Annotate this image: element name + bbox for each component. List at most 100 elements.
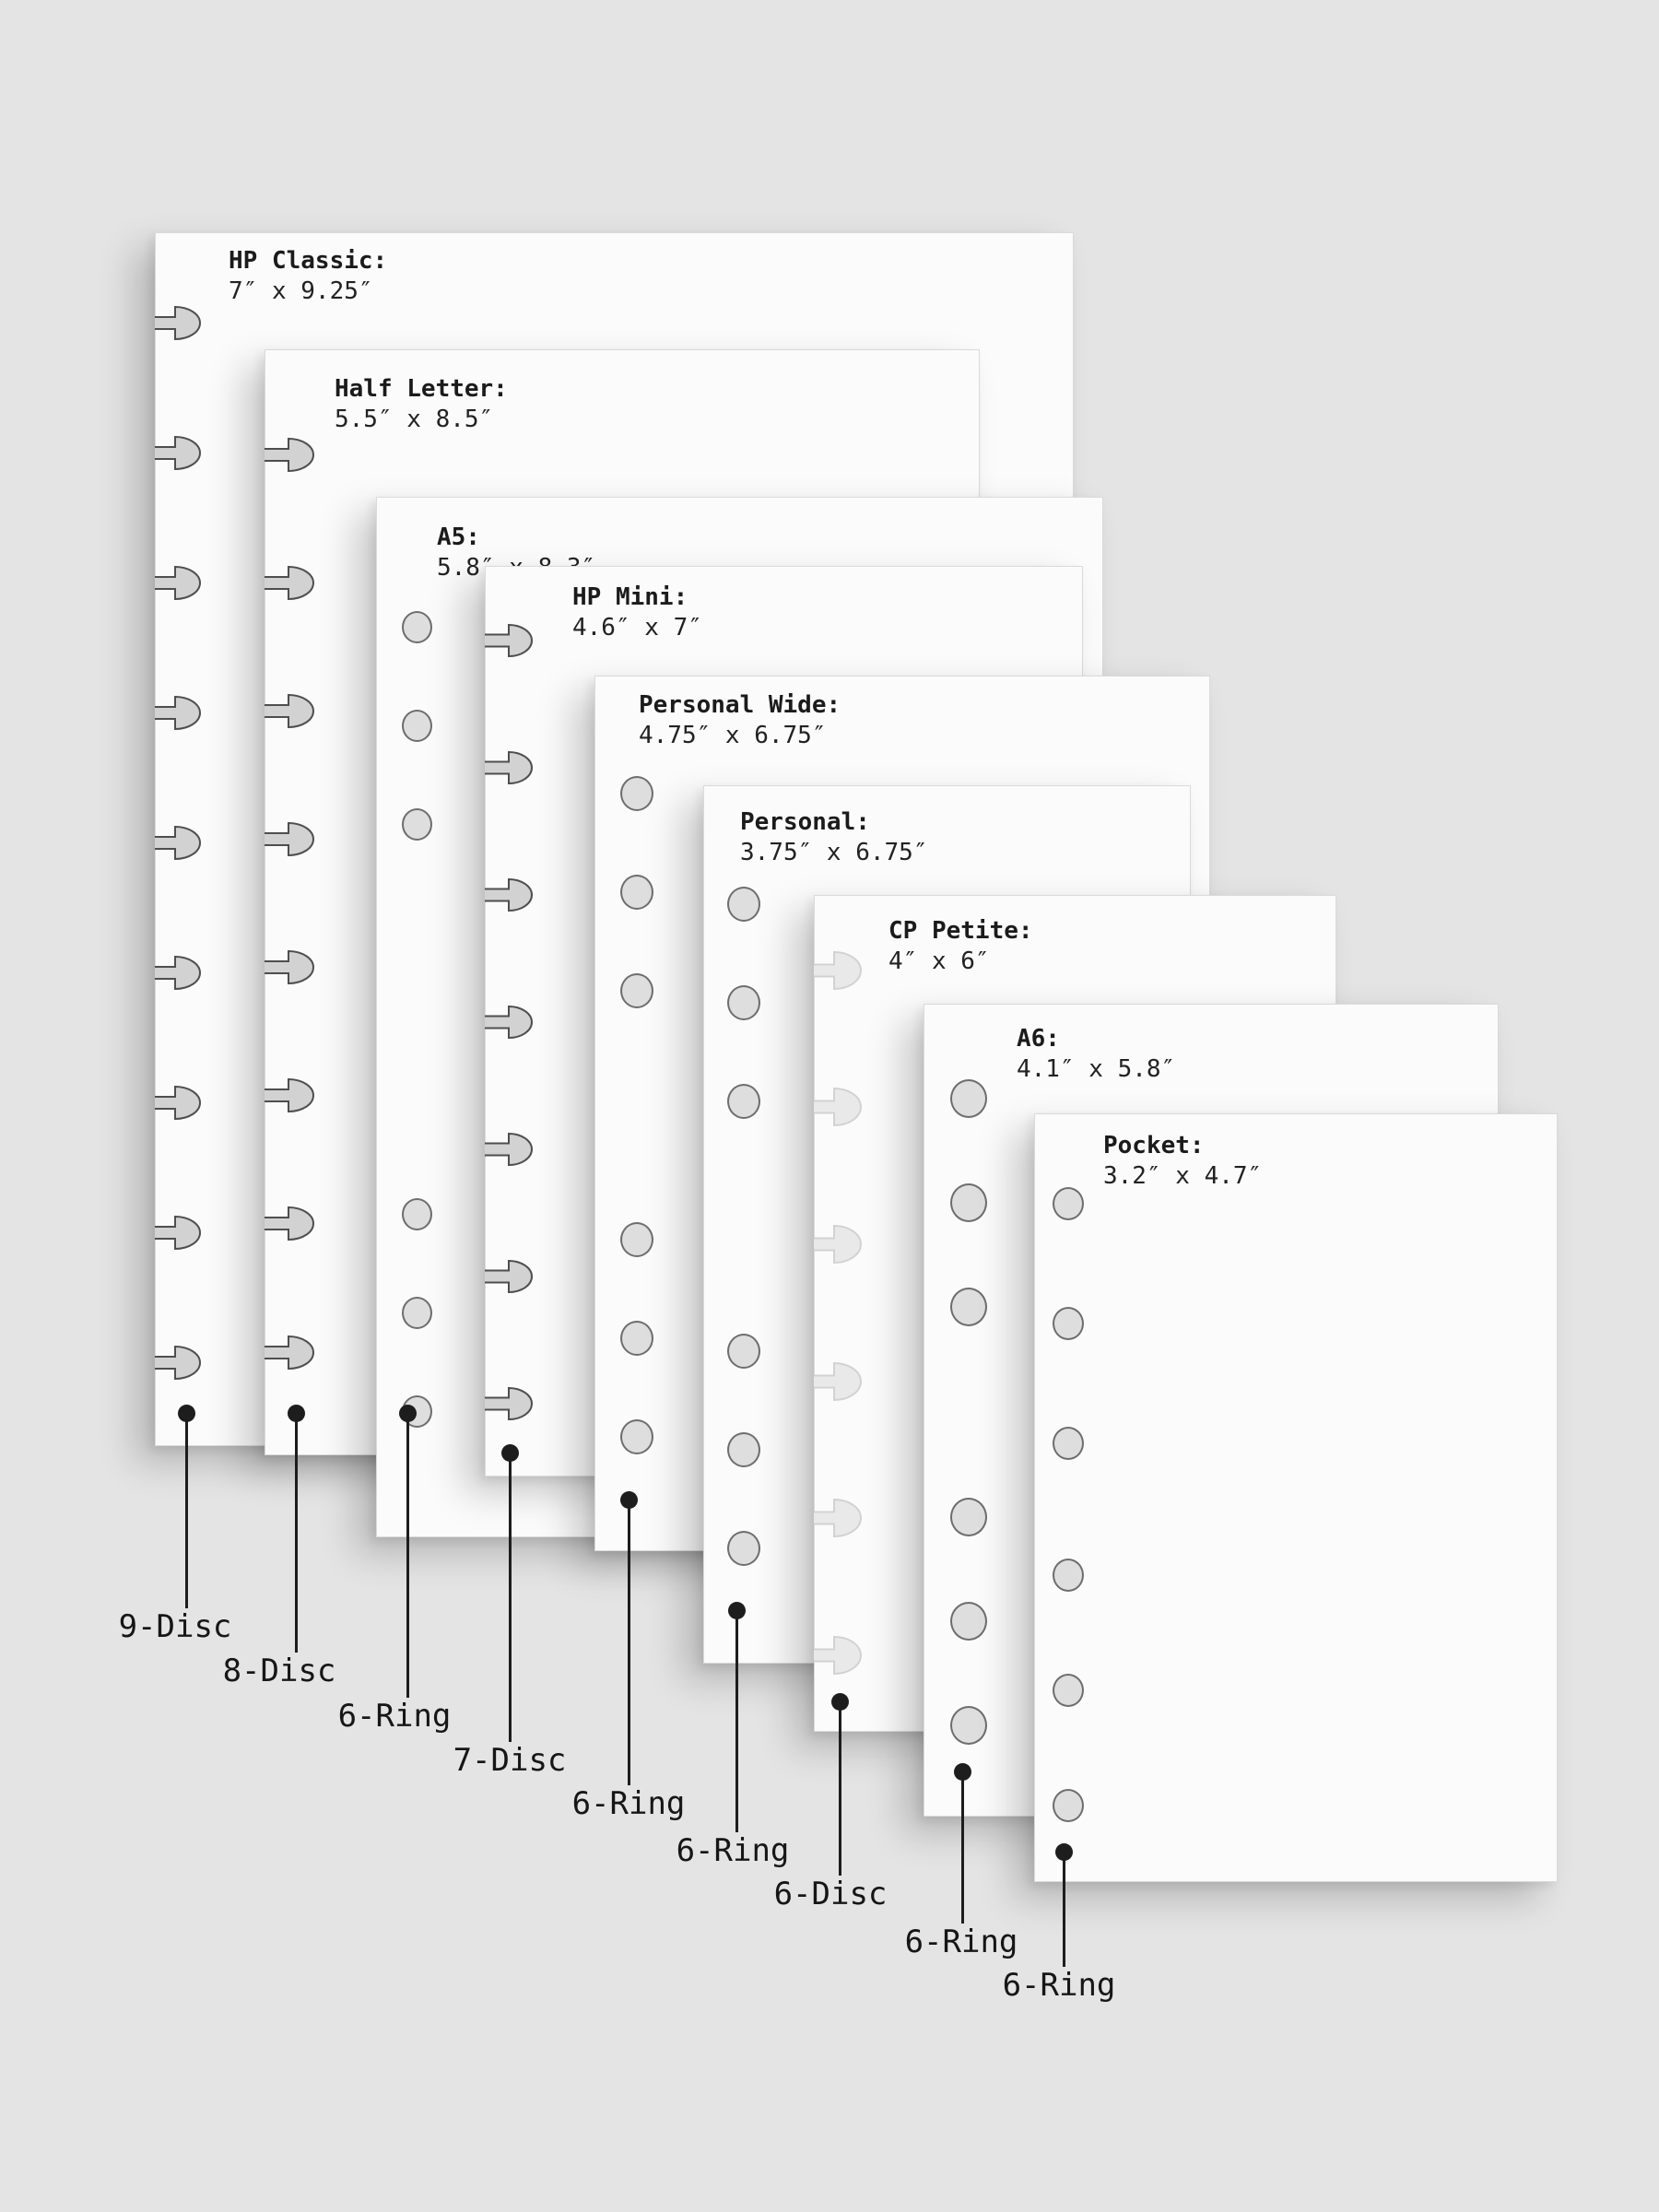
- sheet-dimensions: 4.1″ x 5.8″: [1017, 1055, 1176, 1083]
- sheet-name: Personal Wide:: [639, 691, 841, 719]
- binding-tag-a6: 6-Ring: [904, 1924, 1018, 1960]
- leader-line-a6: [960, 1771, 964, 1924]
- sheet-dimensions: 4″ x 6″: [888, 947, 990, 975]
- binding-tag-hp-mini: 7-Disc: [453, 1742, 567, 1779]
- sheet-name: HP Mini:: [572, 583, 688, 611]
- ring-hole: [950, 1602, 987, 1641]
- ring-hole: [1053, 1674, 1084, 1707]
- sheet-name: A5:: [437, 524, 480, 551]
- disc-hole: [265, 821, 314, 856]
- disc-hole: [155, 695, 201, 730]
- disc-hole: [265, 1206, 314, 1241]
- ring-hole: [1053, 1789, 1084, 1822]
- leader-line-pocket: [1062, 1852, 1065, 1967]
- binding-tag-pocket: 6-Ring: [1002, 1967, 1116, 2004]
- sheet-size-label-half-letter: Half Letter: 5.5″ x 8.5″: [335, 374, 508, 435]
- ring-hole: [950, 1498, 987, 1536]
- disc-hole: [155, 955, 201, 990]
- sheet-dimensions: 4.6″ x 7″: [572, 614, 702, 641]
- ring-hole: [620, 875, 653, 910]
- ring-hole: [620, 1321, 653, 1356]
- binding-tag-personal-wide: 6-Ring: [571, 1785, 686, 1822]
- disc-hole: [485, 1005, 533, 1040]
- sheet-name: Half Letter:: [335, 375, 508, 403]
- ring-hole: [950, 1706, 987, 1745]
- ring-hole: [727, 985, 760, 1020]
- disc-hole: [814, 1635, 862, 1676]
- sheet-dimensions: 3.75″ x 6.75″: [740, 839, 928, 866]
- binding-tag-a5: 6-Ring: [337, 1698, 452, 1735]
- ring-hole: [727, 887, 760, 922]
- ring-hole: [620, 776, 653, 811]
- disc-hole: [155, 1215, 201, 1250]
- disc-hole: [814, 1087, 862, 1127]
- ring-hole: [950, 1183, 987, 1222]
- leader-line-hp-mini: [508, 1453, 512, 1742]
- leader-line-personal-wide: [627, 1500, 630, 1785]
- sheet-size-label-hp-classic: HP Classic: 7″ x 9.25″: [229, 246, 387, 307]
- sheet-size-label-a6: A6: 4.1″ x 5.8″: [1017, 1024, 1175, 1085]
- ring-hole: [1053, 1187, 1084, 1220]
- sheet-dimensions: 5.5″ x 8.5″: [335, 406, 494, 433]
- sheet-name: A6:: [1017, 1025, 1060, 1053]
- ring-hole: [727, 1432, 760, 1467]
- sheet-size-label-hp-mini: HP Mini: 4.6″ x 7″: [572, 582, 702, 643]
- ring-hole: [401, 807, 432, 841]
- disc-hole: [155, 305, 201, 340]
- sheet-name: HP Classic:: [229, 247, 388, 275]
- leader-line-a5: [406, 1413, 409, 1698]
- disc-hole: [485, 1386, 533, 1421]
- disc-hole: [814, 1498, 862, 1538]
- disc-hole: [485, 1132, 533, 1167]
- disc-hole: [155, 1345, 201, 1380]
- sheet-size-label-personal-wide: Personal Wide: 4.75″ x 6.75″: [639, 690, 841, 751]
- disc-hole: [155, 565, 201, 600]
- leader-dot-a5: [398, 1404, 417, 1422]
- leader-dot-personal: [727, 1601, 746, 1619]
- leader-line-half-letter: [294, 1413, 298, 1653]
- disc-hole: [155, 435, 201, 470]
- disc-hole: [265, 1077, 314, 1112]
- sheet-name: CP Petite:: [888, 917, 1033, 945]
- ring-hole: [401, 1197, 432, 1230]
- binding-tag-cp-petite: 6-Disc: [773, 1876, 888, 1912]
- sheet-name: Personal:: [740, 808, 870, 836]
- sheet-size-label-cp-petite: CP Petite: 4″ x 6″: [888, 916, 1033, 977]
- leader-line-personal: [735, 1610, 738, 1832]
- ring-hole: [727, 1531, 760, 1566]
- ring-hole: [1053, 1559, 1084, 1592]
- disc-hole: [265, 437, 314, 472]
- sheet-pocket: Pocket: 3.2″ x 4.7″: [1034, 1113, 1558, 1882]
- disc-hole: [155, 825, 201, 860]
- sheet-dimensions: 7″ x 9.25″: [229, 277, 373, 305]
- ring-hole: [620, 1419, 653, 1454]
- sheet-size-label-pocket: Pocket: 3.2″ x 4.7″: [1103, 1131, 1262, 1192]
- sheet-name: Pocket:: [1103, 1132, 1205, 1159]
- leader-dot-hp-mini: [500, 1443, 519, 1462]
- sheet-dimensions: 3.2″ x 4.7″: [1103, 1162, 1263, 1190]
- ring-hole: [401, 610, 432, 643]
- leader-dot-pocket: [1054, 1842, 1073, 1861]
- leader-dot-personal-wide: [619, 1490, 638, 1509]
- ring-hole: [950, 1288, 987, 1326]
- ring-hole: [401, 1296, 432, 1329]
- leader-dot-half-letter: [287, 1404, 305, 1422]
- ring-hole: [950, 1079, 987, 1118]
- disc-hole: [265, 949, 314, 984]
- sheet-size-label-personal: Personal: 3.75″ x 6.75″: [740, 807, 928, 868]
- disc-hole: [265, 565, 314, 600]
- disc-hole: [485, 1259, 533, 1294]
- leader-line-hp-classic: [184, 1413, 188, 1608]
- disc-hole: [265, 1335, 314, 1370]
- disc-hole: [814, 1361, 862, 1402]
- binding-tag-hp-classic: 9-Disc: [118, 1608, 232, 1645]
- ring-hole: [620, 1222, 653, 1257]
- binding-tag-personal: 6-Ring: [676, 1832, 790, 1869]
- ring-hole: [1053, 1427, 1084, 1460]
- disc-hole: [814, 1224, 862, 1265]
- leader-dot-hp-classic: [177, 1404, 195, 1422]
- sheet-dimensions: 4.75″ x 6.75″: [639, 722, 827, 749]
- leader-dot-a6: [953, 1762, 971, 1781]
- leader-line-cp-petite: [838, 1701, 841, 1876]
- ring-hole: [401, 709, 432, 742]
